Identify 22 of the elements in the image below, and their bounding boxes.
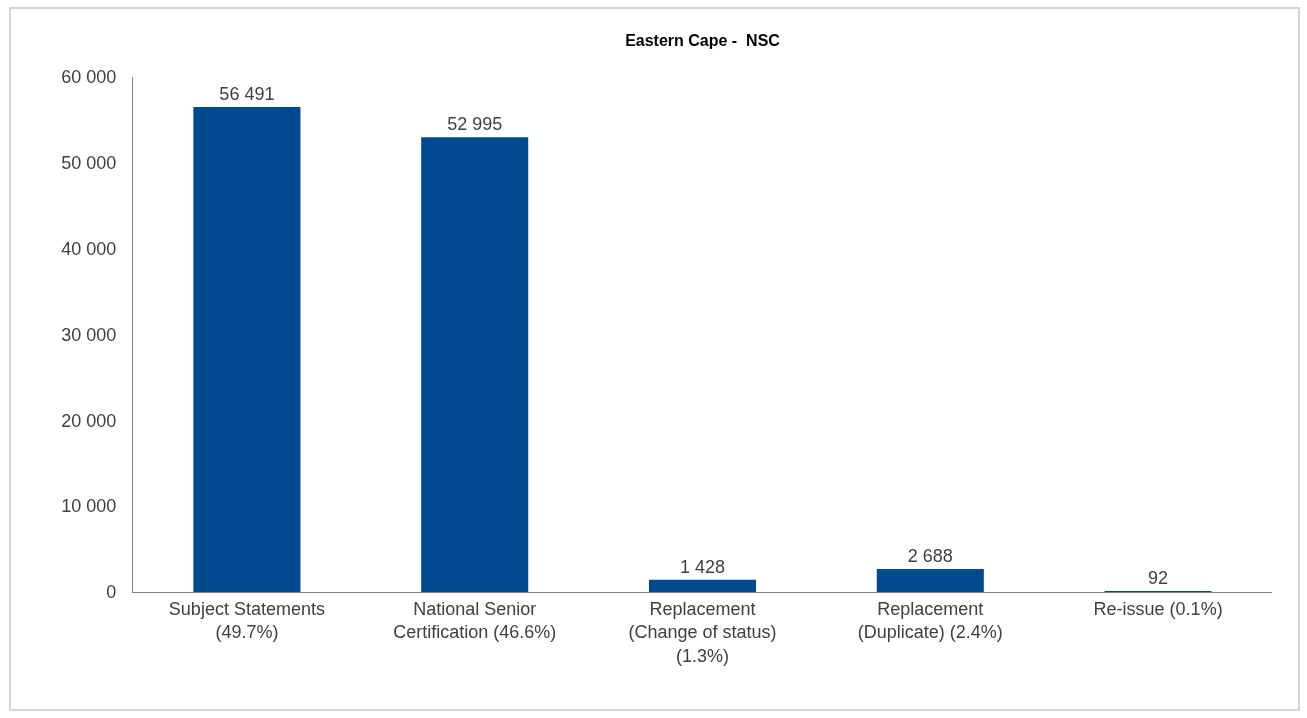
data-label: 2 688 xyxy=(907,545,953,566)
y-tick-label: 20 000 xyxy=(61,410,117,431)
x-tick-label: Replacement (Change of status) (1.3%) xyxy=(628,598,777,666)
y-tick-label: 60 000 xyxy=(61,67,117,88)
x-tick-label: Replacement (Duplicate) (2.4%) xyxy=(857,598,1003,643)
x-tick-label: National Senior Certification (46.6%) xyxy=(393,598,557,643)
bar xyxy=(421,137,529,592)
x-tick-label: Re-issue (0.1%) xyxy=(1093,598,1223,619)
data-label: 56 491 xyxy=(219,84,275,105)
x-tick-label: Subject Statements (49.7%) xyxy=(168,598,325,643)
data-label: 92 xyxy=(1148,568,1169,588)
y-tick-label: 0 xyxy=(106,582,117,603)
chart-title: Eastern Cape - NSC xyxy=(625,31,781,49)
y-tick-label: 40 000 xyxy=(61,238,117,259)
y-tick-label: 10 000 xyxy=(61,496,117,517)
y-tick-label: 50 000 xyxy=(61,153,117,174)
y-tick-label: 30 000 xyxy=(61,324,117,345)
bar xyxy=(876,568,984,592)
bar xyxy=(193,107,301,592)
data-label: 52 995 xyxy=(447,114,503,135)
bar xyxy=(648,579,757,592)
data-label: 1 428 xyxy=(679,556,726,577)
